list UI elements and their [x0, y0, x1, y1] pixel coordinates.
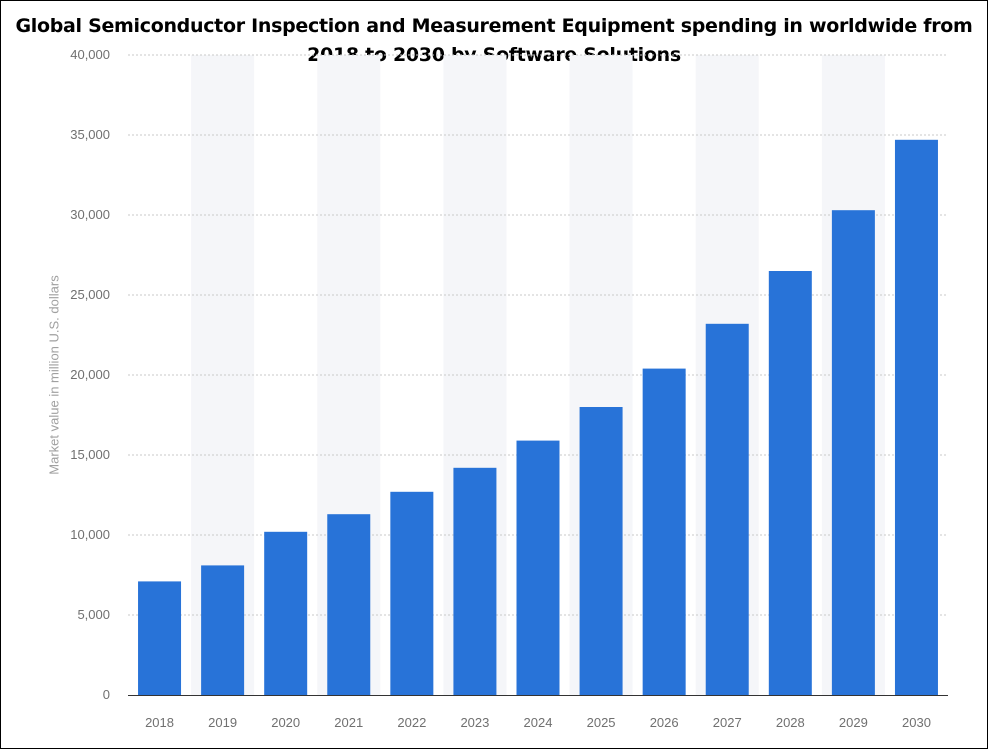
x-tick-label: 2018	[145, 715, 174, 730]
x-tick-label: 2021	[334, 715, 363, 730]
bars	[138, 139, 938, 696]
bar	[516, 440, 560, 695]
y-tick-label: 40,000	[70, 47, 110, 62]
bar	[642, 368, 686, 695]
x-axis-ticks: 2018 2019 2020 2021 2022 2023 2024 2025 2026 2027…	[145, 715, 931, 730]
bar	[201, 565, 245, 695]
y-tick-label: 30,000	[70, 207, 110, 222]
bar	[390, 491, 434, 695]
y-tick-label: 35,000	[70, 127, 110, 142]
x-tick-label: 2023	[460, 715, 489, 730]
bar	[138, 581, 182, 695]
chart-title-line-1: Global Semiconductor Inspection and Meas…	[15, 15, 973, 37]
y-tick-label: 15,000	[70, 447, 110, 462]
x-tick-label: 2025	[587, 715, 616, 730]
x-tick-label: 2026	[650, 715, 679, 730]
y-axis-ticks: 0 5,000 10,000 15,000 20,000 25,000 30,000 35,0…	[70, 47, 110, 702]
x-tick-label: 2024	[524, 715, 553, 730]
bar	[831, 210, 875, 695]
x-tick-label: 2030	[902, 715, 931, 730]
x-tick-label: 2022	[397, 715, 426, 730]
bar	[579, 407, 623, 695]
x-tick-label: 2029	[839, 715, 868, 730]
bar	[768, 271, 812, 695]
bar	[264, 531, 308, 695]
x-tick-label: 2027	[713, 715, 742, 730]
bar	[705, 323, 749, 695]
bar	[327, 514, 371, 695]
x-tick-label: 2028	[776, 715, 805, 730]
y-tick-label: 20,000	[70, 367, 110, 382]
x-tick-label: 2019	[208, 715, 237, 730]
y-tick-label: 0	[103, 687, 110, 702]
x-tick-label: 2020	[271, 715, 300, 730]
y-tick-label: 5,000	[77, 607, 110, 622]
y-tick-label: 10,000	[70, 527, 110, 542]
y-tick-label: 25,000	[70, 287, 110, 302]
bar	[894, 139, 938, 696]
bar	[453, 467, 497, 695]
